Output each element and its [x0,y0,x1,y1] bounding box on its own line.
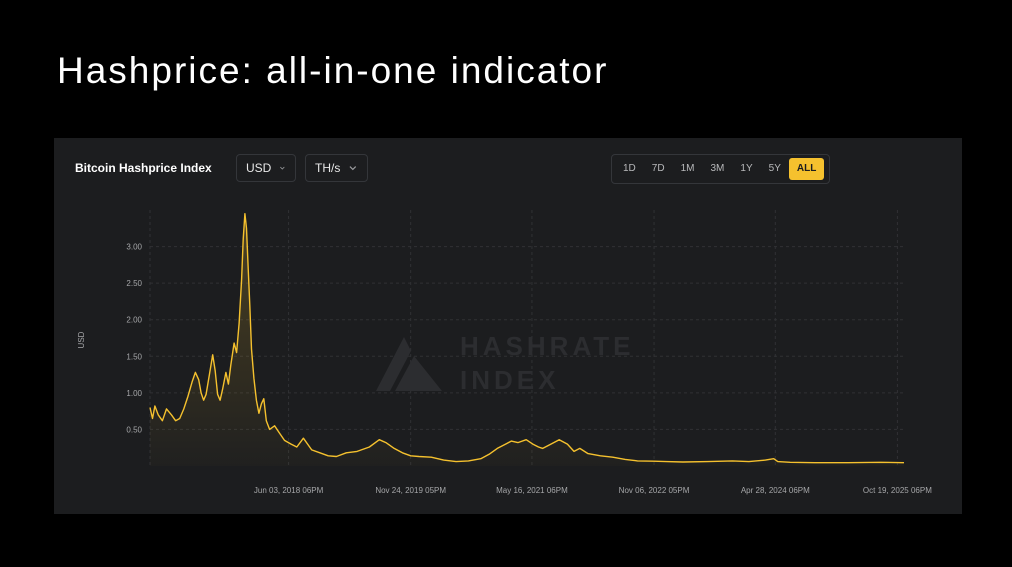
currency-dropdown[interactable]: USD [236,154,296,182]
y-tick-label: 3.00 [126,243,142,252]
x-tick-label: May 16, 2021 06PM [496,486,568,495]
series-area [150,213,904,466]
chart-panel: 0.50 1.00 1.50 2.00 2.50 3.00 Jun 03, 2018 06P… [54,138,962,514]
unit-value: TH/s [315,161,341,175]
range-button-1d[interactable]: 1D [623,163,636,174]
x-tick-label: Jun 03, 2018 06PM [254,486,324,495]
x-tick-label: Nov 06, 2022 05PM [619,486,690,495]
chevron-down-icon [349,166,357,171]
y-tick-label: 0.50 [126,425,142,434]
y-tick-label: 2.50 [126,279,142,288]
watermark-line1: HASHRATE [460,331,635,361]
range-button-1m[interactable]: 1M [680,163,695,174]
y-tick-label: 1.00 [126,389,142,398]
range-button-7d[interactable]: 7D [651,163,665,174]
series-line [149,213,905,464]
y-tick-label: 1.50 [126,352,142,361]
x-tick-label: Nov 24, 2019 05PM [375,486,446,495]
y-axis-title: USD [77,331,86,348]
range-button-all[interactable]: ALL [788,158,825,180]
chevron-down-icon [280,166,285,170]
x-tick-label: Oct 19, 2025 06PM [863,486,932,495]
watermark-line2: INDEX [460,365,559,395]
currency-value: USD [246,161,272,175]
range-button-3m[interactable]: 3M [710,163,725,174]
unit-dropdown[interactable]: TH/s [305,154,368,182]
y-tick-label: 2.00 [126,316,142,325]
watermark: HASHRATE INDEX [376,331,635,395]
hashrate-index-logo-icon [376,337,442,391]
range-button-5y[interactable]: 5Y [768,163,781,174]
x-tick-label: Apr 28, 2024 06PM [741,486,810,495]
hashprice-chart: 0.50 1.00 1.50 2.00 2.50 3.00 Jun 03, 2018 06P… [77,210,932,495]
slide-title: Hashprice: all-in-one indicator [57,50,609,91]
time-range-selector: 1D 7D 1M 3M 1Y 5Y ALL [611,154,830,184]
chart-title: Bitcoin Hashprice Index [75,161,212,175]
range-button-1y[interactable]: 1Y [740,163,753,174]
